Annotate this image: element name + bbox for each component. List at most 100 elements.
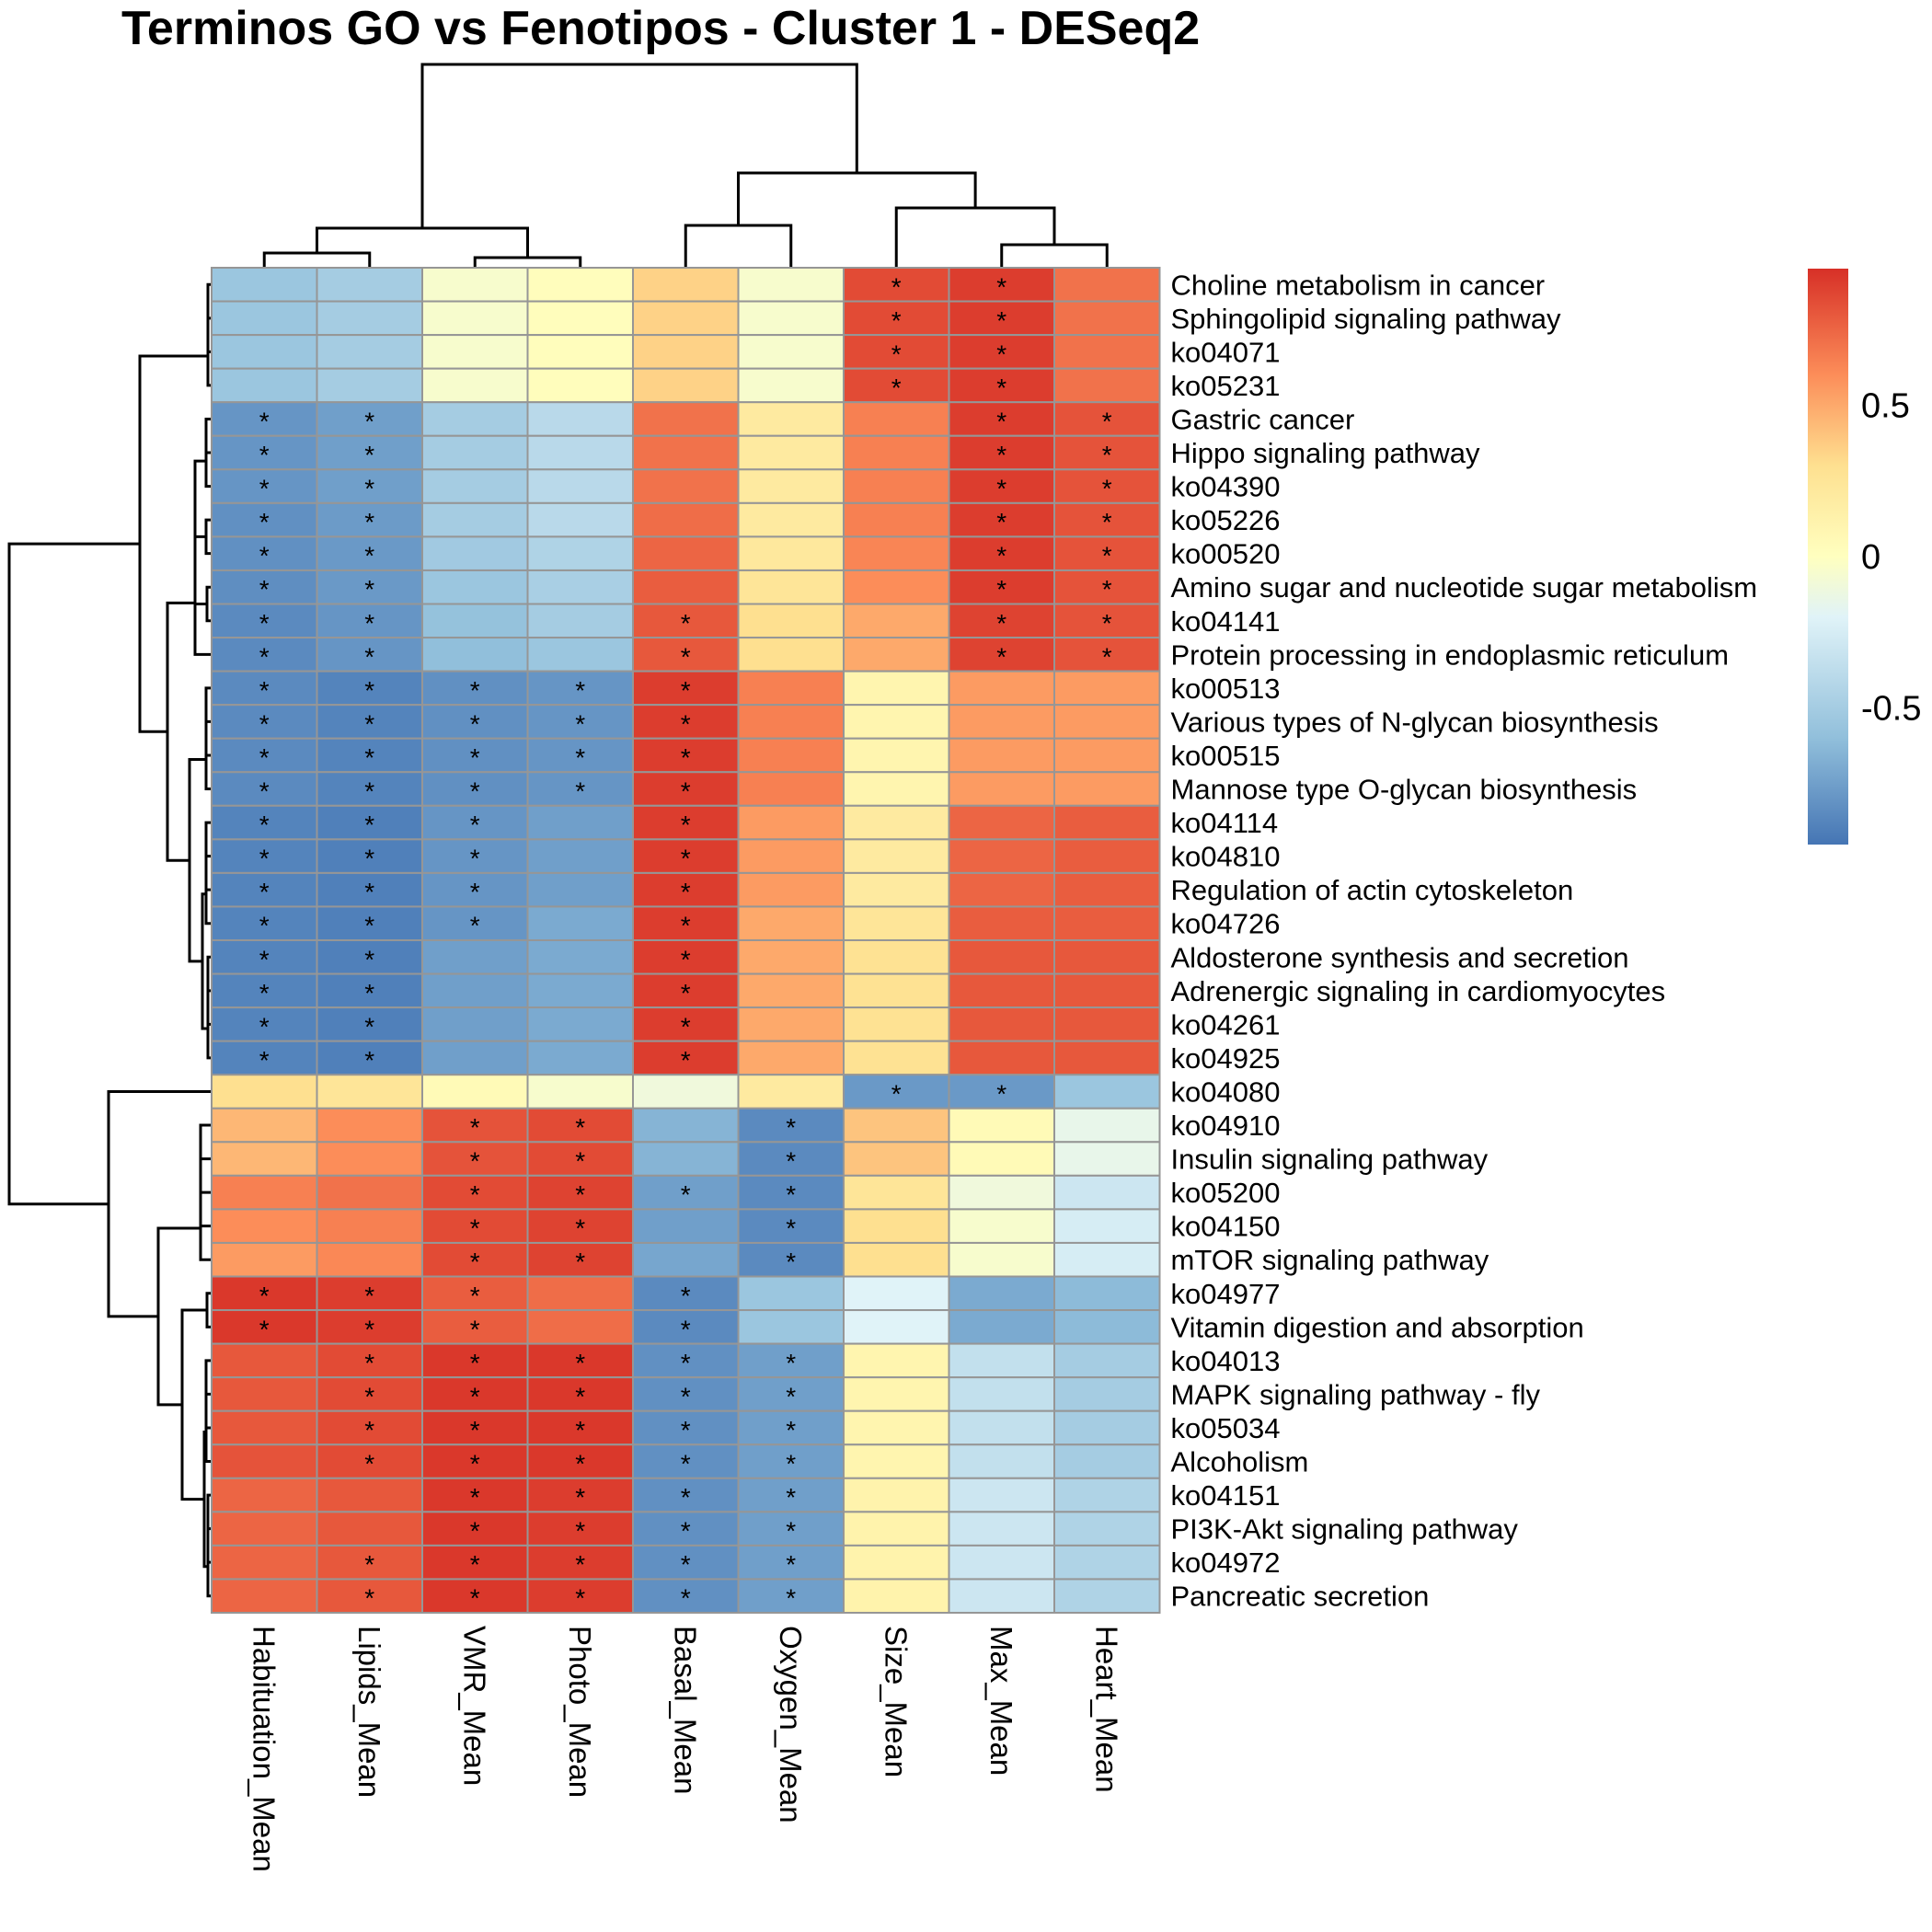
heatmap-cell <box>948 704 1055 740</box>
significance-star: * <box>259 912 270 940</box>
heatmap-cell <box>211 1208 318 1244</box>
heatmap-cell <box>632 1376 740 1412</box>
heatmap-cell <box>211 1107 318 1144</box>
heatmap-cell <box>316 1578 423 1614</box>
heatmap-cell <box>843 1511 950 1547</box>
row-label: Protein processing in endoplasmic reticu… <box>1171 638 1730 671</box>
heatmap-cell <box>737 804 845 841</box>
heatmap-cell <box>316 367 423 404</box>
column-label: Size_Mean <box>879 1626 913 1777</box>
heatmap-cell <box>737 334 845 370</box>
heatmap-cell <box>737 771 845 807</box>
heatmap-cell <box>948 1578 1055 1614</box>
significance-star: * <box>1102 542 1112 570</box>
significance-star: * <box>470 1416 480 1444</box>
heatmap-cell <box>948 1174 1055 1211</box>
heatmap-cell <box>632 972 740 1009</box>
significance-star: * <box>364 1315 374 1343</box>
column-label: Photo_Mean <box>563 1626 597 1798</box>
significance-star: * <box>891 339 902 368</box>
heatmap-cell <box>948 771 1055 807</box>
heatmap-cell <box>737 367 845 404</box>
significance-star: * <box>259 777 270 806</box>
heatmap-cell <box>526 637 634 673</box>
heatmap-cell <box>632 367 740 404</box>
heatmap-cell <box>211 1309 318 1345</box>
heatmap-cell <box>632 334 740 370</box>
heatmap-cell <box>421 535 529 571</box>
heatmap-cell <box>948 1443 1055 1479</box>
heatmap-cell <box>632 1208 740 1244</box>
heatmap-cell <box>526 804 634 841</box>
heatmap-cell <box>843 468 950 504</box>
row-label: ko04910 <box>1171 1110 1281 1142</box>
heatmap-cell <box>843 1376 950 1412</box>
significance-star: * <box>681 1382 691 1410</box>
row-dendrogram-branch <box>206 1536 212 1598</box>
heatmap-cell <box>737 501 845 538</box>
heatmap-cell <box>526 1107 634 1144</box>
significance-star: * <box>681 1349 691 1377</box>
row-dendrogram-branch <box>199 1123 212 1161</box>
significance-star: * <box>681 676 691 705</box>
heatmap-cell <box>843 1342 950 1379</box>
heatmap-cell <box>948 838 1055 874</box>
heatmap-cell <box>632 737 740 774</box>
significance-star: * <box>786 1584 796 1613</box>
heatmap-cell <box>211 1511 318 1547</box>
significance-star: * <box>681 845 691 873</box>
heatmap-cell <box>737 637 845 673</box>
heatmap-cell <box>211 1241 318 1278</box>
significance-star: * <box>681 1550 691 1579</box>
heatmap-cell <box>526 670 634 707</box>
significance-star: * <box>891 306 902 335</box>
significance-star: * <box>681 979 691 1007</box>
heatmap-cell <box>526 1141 634 1177</box>
significance-star: * <box>470 1113 480 1142</box>
row-label: ko00513 <box>1171 673 1281 705</box>
significance-star: * <box>575 1584 585 1613</box>
heatmap-cell <box>843 1443 950 1479</box>
column-dendrogram-branch <box>420 63 858 228</box>
heatmap-cell <box>737 1511 845 1547</box>
row-dendrogram-branch <box>204 435 212 489</box>
heatmap-cell <box>526 1040 634 1076</box>
row-label: Insulin signaling pathway <box>1171 1144 1489 1176</box>
heatmap-cell <box>1053 1241 1161 1278</box>
heatmap-cell <box>421 637 529 673</box>
heatmap-cell <box>843 267 950 303</box>
heatmap-cell <box>1053 1409 1161 1446</box>
significance-star: * <box>470 1282 480 1310</box>
row-label: ko04390 <box>1171 471 1281 503</box>
significance-star: * <box>364 642 374 671</box>
column-dendrogram-branch <box>262 251 372 268</box>
significance-star: * <box>470 1450 480 1478</box>
heatmap-cell <box>1053 1309 1161 1345</box>
heatmap-cell <box>948 1040 1055 1076</box>
significance-star: * <box>575 1349 585 1377</box>
row-label: ko04151 <box>1171 1479 1281 1512</box>
significance-star: * <box>786 1180 796 1209</box>
row-dendrogram-branch <box>206 326 212 387</box>
significance-star: * <box>259 811 270 839</box>
significance-star: * <box>891 374 902 402</box>
row-dendrogram-branch <box>156 1226 201 1407</box>
row-dendrogram-branch <box>107 1089 212 1318</box>
significance-star: * <box>364 407 374 435</box>
heatmap-cell <box>211 838 318 874</box>
significance-star: * <box>470 676 480 705</box>
row-dendrogram-branch <box>7 542 140 1206</box>
heatmap-cell <box>211 401 318 437</box>
heatmap-cell <box>1053 1477 1161 1513</box>
heatmap-cell <box>316 1107 423 1144</box>
row-label: ko05231 <box>1171 370 1281 402</box>
heatmap-cell <box>526 1275 634 1312</box>
heatmap-cell <box>211 1544 318 1581</box>
row-label: Regulation of actin cytoskeleton <box>1171 874 1574 906</box>
legend-tick-label: 0 <box>1861 538 1880 577</box>
heatmap-cell <box>843 1141 950 1177</box>
significance-star: * <box>259 642 270 671</box>
heatmap-cell <box>843 804 950 841</box>
heatmap-cell <box>632 535 740 571</box>
row-label: Aldosterone synthesis and secretion <box>1171 941 1629 973</box>
